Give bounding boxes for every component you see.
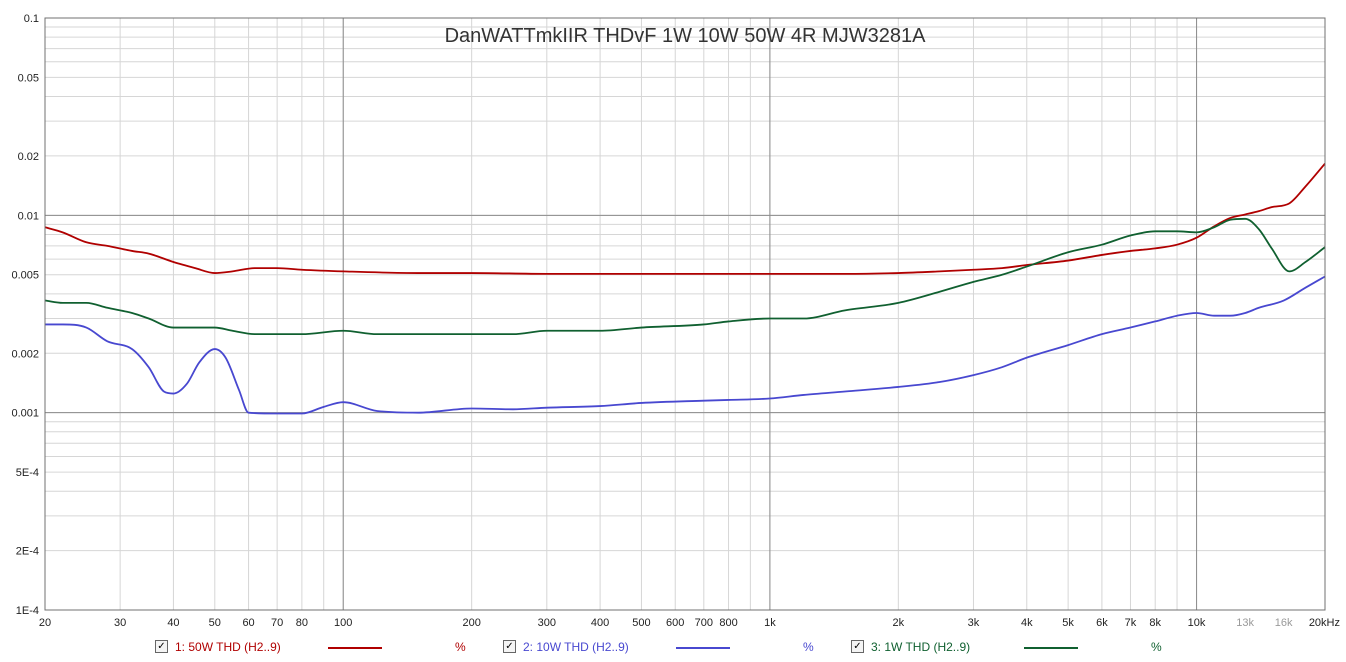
y-tick-label: 0.005 [11,270,39,282]
legend-unit: % [803,640,814,654]
x-tick-label: 2k [893,617,905,629]
x-tick-label: 80 [296,617,308,629]
x-tick-label: 6k [1096,617,1108,629]
x-tick-label: 500 [632,617,650,629]
x-tick-label: 200 [462,617,480,629]
legend-label: 3: 1W THD (H2..9) [871,640,971,654]
checkbox-icon[interactable]: ✓ [851,640,864,653]
y-tick-label: 0.02 [18,151,39,163]
x-tick-label: 7k [1125,617,1137,629]
y-tick-label: 0.001 [11,408,39,420]
y-axis-tick-labels: 0.1 0.05 0.02 0.01 0.005 0.002 0.001 5E-4 2E-4 1E… [11,13,39,617]
x-tick-label: 30 [114,617,126,629]
legend-item-10w[interactable]: ✓ 2: 10W THD (H2..9) % [503,640,833,656]
x-tick-label: 8k [1149,617,1161,629]
x-tick-label: 800 [719,617,737,629]
chart-title: DanWATTmkIIR THDvF 1W 10W 50W 4R MJW3281… [445,25,926,47]
x-tick-label: 40 [167,617,179,629]
x-tick-label: 4k [1021,617,1033,629]
series-line-1 [44,162,1326,275]
legend-item-50w[interactable]: ✓ 1: 50W THD (H2..9) % [155,640,485,656]
legend-unit: % [455,640,466,654]
x-tick-label: 300 [538,617,556,629]
legend-unit: % [1151,640,1162,654]
checkbox-icon[interactable]: ✓ [155,640,168,653]
series-line-3 [44,217,1326,336]
legend-label: 2: 10W THD (H2..9) [523,640,629,654]
y-tick-label: 0.05 [18,72,39,84]
y-tick-label: 0.01 [18,210,39,222]
x-tick-label: 3k [968,617,980,629]
x-tick-label: 600 [666,617,684,629]
x-tick-label: 400 [591,617,609,629]
x-tick-label: 13k [1236,617,1254,629]
y-tick-label: 1E-4 [16,605,39,617]
legend-line-swatch [676,647,730,649]
legend-label: 1: 50W THD (H2..9) [175,640,281,654]
x-tick-label: 1k [764,617,776,629]
legend-item-1w[interactable]: ✓ 3: 1W THD (H2..9) % [851,640,1181,656]
plot-area [45,18,1325,610]
legend-line-swatch [1024,647,1078,649]
x-tick-label: 20 [39,617,51,629]
x-tick-label: 100 [334,617,352,629]
legend-line-swatch [328,647,382,649]
x-tick-label: 70 [271,617,283,629]
x-tick-label: 16k [1275,617,1293,629]
y-tick-label: 0.002 [11,348,39,360]
x-tick-label: 50 [209,617,221,629]
x-tick-label: 20kHz [1309,617,1340,629]
x-tick-label: 700 [695,617,713,629]
x-tick-label: 10k [1188,617,1206,629]
checkbox-icon[interactable]: ✓ [503,640,516,653]
y-tick-label: 0.1 [24,13,39,25]
series-line-2 [45,275,1326,415]
x-tick-label: 5k [1062,617,1074,629]
y-tick-label: 2E-4 [16,546,39,558]
plot-border [44,17,1326,611]
series-lines [44,162,1326,415]
x-tick-label: 60 [242,617,254,629]
y-tick-label: 5E-4 [16,467,39,479]
x-axis-tick-labels: 20 30 40 50 60 70 80 100 200 300 400 500 600 700 800 1k… [39,617,1340,629]
